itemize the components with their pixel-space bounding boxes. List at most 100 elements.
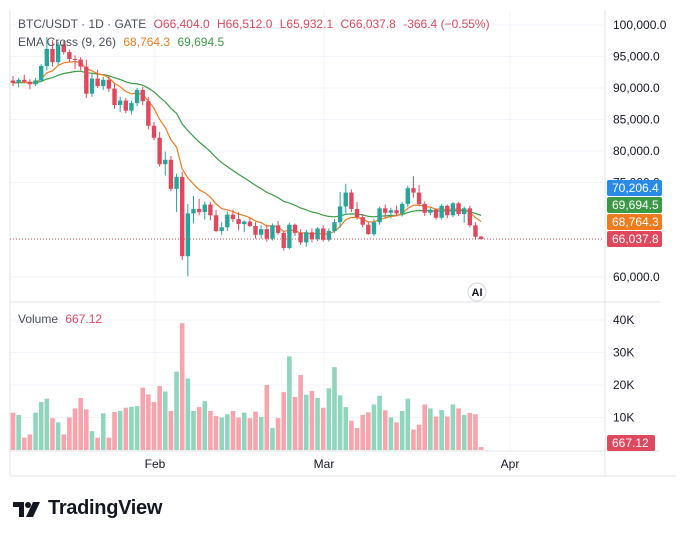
volume-bar <box>168 411 174 450</box>
candle-body <box>450 203 456 216</box>
volume-bar <box>264 385 270 450</box>
volume-bar <box>332 367 337 450</box>
candle <box>134 88 140 107</box>
volume-bar <box>303 394 309 450</box>
tradingview-logo-icon <box>13 501 40 517</box>
low-value: 65,932.1 <box>286 17 334 31</box>
volume-bar <box>399 411 405 450</box>
candle-body <box>377 208 382 223</box>
candle-body <box>78 59 83 67</box>
tradingview-wordmark: TradingView <box>48 497 163 519</box>
candle-body <box>230 214 236 220</box>
candle <box>315 227 320 242</box>
volume-bar <box>72 408 78 450</box>
ema-indicator-name[interactable]: EMA Cross (9, 26) <box>18 35 117 49</box>
ohlc-close: C66,037.8 <box>340 17 395 31</box>
volume-bar <box>33 412 38 450</box>
candle-body <box>50 48 55 63</box>
candle <box>180 171 185 260</box>
price-tag-background <box>607 214 662 230</box>
candle <box>67 49 72 62</box>
candle-body <box>146 101 151 126</box>
tradingview-logo[interactable]: TradingView <box>12 497 162 520</box>
volume-bar <box>478 447 484 450</box>
candle-body <box>360 217 365 225</box>
high-label: H <box>216 17 226 31</box>
volume-tick-label: 10K <box>613 411 634 425</box>
volume-bar <box>287 356 292 450</box>
volume-bar <box>405 398 411 450</box>
candle <box>321 225 326 242</box>
candle <box>146 96 151 130</box>
volume-bar <box>467 412 473 450</box>
price-tags: 70,206.4 69,694.5 68,764.3 66,037.8 <box>607 180 662 247</box>
time-tick-label: Feb <box>145 457 166 471</box>
volume-indicator-name[interactable]: Volume <box>18 312 59 326</box>
volume-bar <box>270 427 275 450</box>
ai-button[interactable]: AI <box>467 282 487 302</box>
volume-bar <box>55 422 61 450</box>
time-axis-ticks: Feb Mar Apr <box>145 457 520 471</box>
volume-bar <box>123 407 129 450</box>
candle-body <box>168 159 174 189</box>
candle-body <box>304 232 309 243</box>
volume-bar <box>50 418 55 450</box>
candle-body <box>140 89 145 102</box>
candle-body <box>405 188 410 204</box>
candle <box>106 76 112 92</box>
candle <box>445 204 450 219</box>
volume-bar <box>241 412 247 450</box>
candle-body <box>61 44 66 53</box>
candle <box>394 205 399 216</box>
price-tick-label: 90,000.0 <box>613 81 660 95</box>
candle <box>101 76 106 90</box>
candle-body <box>123 100 128 111</box>
volume-axis-ticks: 40K 30K 20K 10K <box>613 313 634 425</box>
candle <box>383 204 388 218</box>
volume-bar <box>162 391 168 450</box>
volume-bar <box>225 414 230 450</box>
volume-bar <box>106 437 112 450</box>
volume-bar <box>146 394 151 450</box>
volume-bar <box>78 398 83 450</box>
candle <box>366 221 371 235</box>
volume-bar <box>382 410 388 450</box>
candle-body <box>134 89 140 104</box>
candle <box>61 40 66 55</box>
candle-body <box>185 213 191 257</box>
volume-bar <box>298 374 303 450</box>
volume-bar <box>208 411 213 450</box>
candle <box>371 219 377 237</box>
candle <box>236 212 241 231</box>
candle-body <box>337 206 343 223</box>
volume-bar <box>349 420 354 450</box>
candle-body <box>191 208 196 214</box>
volume-bar <box>309 390 315 450</box>
candle <box>225 211 230 232</box>
candle <box>388 207 394 219</box>
candle-body <box>416 192 422 204</box>
close-value: 66,037.8 <box>349 17 396 31</box>
candle-body <box>174 176 179 189</box>
volume-bar <box>258 416 264 450</box>
volume-bar <box>151 401 157 450</box>
candle <box>185 203 191 277</box>
volume-bar <box>473 414 478 450</box>
volume-bar <box>461 414 467 450</box>
price-tag-background <box>607 197 662 213</box>
candle <box>33 77 38 87</box>
volume-bar <box>366 412 371 450</box>
volume-bar <box>360 414 365 450</box>
candle-body <box>467 208 473 226</box>
candle-body <box>67 52 72 60</box>
candle <box>326 228 332 242</box>
volume-bar <box>253 411 258 450</box>
candle <box>50 40 55 67</box>
price-tick-label: 80,000.0 <box>613 144 660 158</box>
volume-bar <box>394 422 399 450</box>
candle <box>349 189 354 213</box>
symbol-title[interactable]: BTC/USDT · 1D · GATE <box>18 17 147 31</box>
volume-tick-label: 20K <box>613 378 634 392</box>
candle <box>343 183 348 214</box>
